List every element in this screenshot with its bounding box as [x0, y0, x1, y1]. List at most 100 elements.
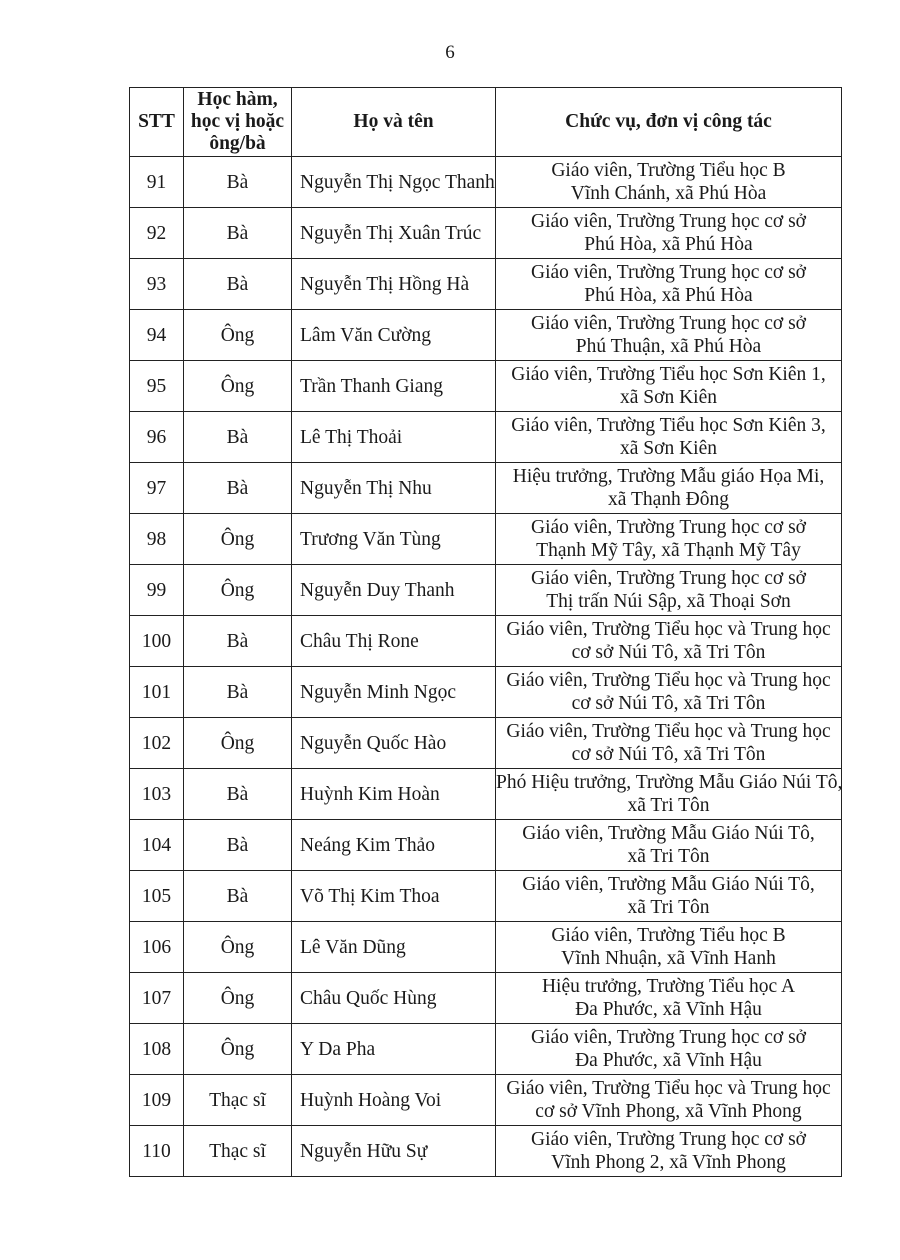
position-line-1: Giáo viên, Trường Tiểu học Sơn Kiên 3,: [511, 415, 826, 436]
position-line-1: Giáo viên, Trường Tiểu học và Trung học: [506, 1078, 831, 1099]
position-line-2: xã Sơn Kiên: [620, 438, 717, 459]
position-line-2: Thạnh Mỹ Tây, xã Thạnh Mỹ Tây: [536, 540, 801, 561]
table-row: 95 Ông Trần Thanh Giang Giáo viên, Trường T…: [129, 360, 842, 412]
cell-name: Nguyễn Hữu Sự: [291, 1125, 496, 1177]
cell-title: Bà: [183, 258, 292, 310]
position-line-1: Giáo viên, Trường Trung học cơ sở: [531, 517, 806, 538]
position-line-2: cơ sở Vĩnh Phong, xã Vĩnh Phong: [535, 1101, 802, 1122]
table-row: 91 Bà Nguyễn Thị Ngọc Thanh Giáo viên, Trườ…: [129, 156, 842, 208]
cell-position: Giáo viên, Trường Mẫu Giáo Núi Tô, xã Tri…: [495, 819, 842, 871]
cell-title: Bà: [183, 615, 292, 667]
cell-title: Ông: [183, 309, 292, 361]
cell-title: Bà: [183, 666, 292, 718]
position-line-2: Phú Thuận, xã Phú Hòa: [575, 336, 762, 357]
table-row: 98 Ông Trương Văn Tùng Giáo viên, Trường Tr…: [129, 513, 842, 565]
cell-title: Bà: [183, 819, 292, 871]
cell-stt: 91: [129, 156, 184, 208]
cell-stt: 103: [129, 768, 184, 820]
cell-name: Neáng Kim Thảo: [291, 819, 496, 871]
cell-name: Nguyễn Thị Hồng Hà: [291, 258, 496, 310]
table-row: 105 Bà Võ Thị Kim Thoa Giáo viên, Trường Mẫ…: [129, 870, 842, 922]
position-line-2: Đa Phước, xã Vĩnh Hậu: [575, 1050, 762, 1071]
cell-stt: 107: [129, 972, 184, 1024]
position-line-1: Giáo viên, Trường Trung học cơ sở: [531, 262, 806, 283]
cell-title: Ông: [183, 360, 292, 412]
cell-stt: 92: [129, 207, 184, 259]
position-line-2: xã Tri Tôn: [627, 846, 710, 867]
cell-stt: 94: [129, 309, 184, 361]
table-row: 110 Thạc sĩ Nguyễn Hữu Sự Giáo viên, Trường…: [129, 1125, 842, 1177]
position-line-1: Hiệu trưởng, Trường Tiểu học A: [541, 976, 796, 997]
cell-name: Châu Thị Rone: [291, 615, 496, 667]
cell-name: Nguyễn Duy Thanh: [291, 564, 496, 616]
cell-stt: 106: [129, 921, 184, 973]
position-line-2: Đa Phước, xã Vĩnh Hậu: [575, 999, 762, 1020]
table-row: 100 Bà Châu Thị Rone Giáo viên, Trường Tiểu…: [129, 615, 842, 667]
table-header-row: STT Học hàm, học vị hoặc ông/bà Họ và tê…: [129, 87, 842, 157]
cell-name: Nguyễn Thị Ngọc Thanh: [291, 156, 496, 208]
cell-stt: 104: [129, 819, 184, 871]
cell-name: Trương Văn Tùng: [291, 513, 496, 565]
cell-title: Bà: [183, 462, 292, 514]
cell-title: Ông: [183, 921, 292, 973]
cell-position: Giáo viên, Trường Tiểu học B Vĩnh Chánh, …: [495, 156, 842, 208]
cell-name: Nguyễn Minh Ngọc: [291, 666, 496, 718]
header-name: Họ và tên: [291, 87, 496, 157]
table-row: 108 Ông Y Da Pha Giáo viên, Trường Trung họ…: [129, 1023, 842, 1075]
cell-position: Phó Hiệu trưởng, Trường Mẫu Giáo Núi Tô,…: [495, 768, 842, 820]
position-line-2: Phú Hòa, xã Phú Hòa: [584, 234, 753, 255]
cell-title: Ông: [183, 972, 292, 1024]
position-line-2: cơ sở Núi Tô, xã Tri Tôn: [571, 744, 766, 765]
table-row: 109 Thạc sĩ Huỳnh Hoàng Voi Giáo viên, Trườ…: [129, 1074, 842, 1126]
cell-position: Hiệu trưởng, Trường Tiểu học A Đa Phước, …: [495, 972, 842, 1024]
position-line-1: Giáo viên, Trường Trung học cơ sở: [531, 1027, 806, 1048]
cell-stt: 109: [129, 1074, 184, 1126]
position-line-2: cơ sở Núi Tô, xã Tri Tôn: [571, 642, 766, 663]
cell-name: Huỳnh Kim Hoàn: [291, 768, 496, 820]
cell-name: Lê Văn Dũng: [291, 921, 496, 973]
cell-position: Giáo viên, Trường Tiểu học và Trung học c…: [495, 615, 842, 667]
table-row: 107 Ông Châu Quốc Hùng Hiệu trưởng, Trường …: [129, 972, 842, 1024]
position-line-2: xã Tri Tôn: [627, 795, 710, 816]
table-row: 96 Bà Lê Thị Thoải Giáo viên, Trường Tiểu h…: [129, 411, 842, 463]
position-line-2: xã Sơn Kiên: [620, 387, 717, 408]
cell-title: Thạc sĩ: [183, 1074, 292, 1126]
cell-stt: 99: [129, 564, 184, 616]
personnel-table: STT Học hàm, học vị hoặc ông/bà Họ và tê…: [129, 87, 842, 1177]
cell-title: Thạc sĩ: [183, 1125, 292, 1177]
position-line-1: Giáo viên, Trường Tiểu học và Trung học: [506, 721, 831, 742]
cell-name: Châu Quốc Hùng: [291, 972, 496, 1024]
position-line-1: Giáo viên, Trường Trung học cơ sở: [531, 568, 806, 589]
cell-position: Giáo viên, Trường Trung học cơ sở Phú Thu…: [495, 309, 842, 361]
table-row: 103 Bà Huỳnh Kim Hoàn Phó Hiệu trưởng, Trườ…: [129, 768, 842, 820]
table-row: 104 Bà Neáng Kim Thảo Giáo viên, Trường Mẫu…: [129, 819, 842, 871]
cell-stt: 102: [129, 717, 184, 769]
header-position: Chức vụ, đơn vị công tác: [495, 87, 842, 157]
cell-title: Ông: [183, 564, 292, 616]
cell-stt: 110: [129, 1125, 184, 1177]
cell-position: Giáo viên, Trường Trung học cơ sở Đa Phướ…: [495, 1023, 842, 1075]
header-title: Học hàm, học vị hoặc ông/bà: [183, 87, 292, 157]
cell-stt: 101: [129, 666, 184, 718]
position-line-1: Giáo viên, Trường Tiểu học và Trung học: [506, 619, 831, 640]
cell-stt: 98: [129, 513, 184, 565]
cell-name: Nguyễn Thị Nhu: [291, 462, 496, 514]
table-row: 94 Ông Lâm Văn Cường Giáo viên, Trường Trun…: [129, 309, 842, 361]
cell-position: Giáo viên, Trường Trung học cơ sở Thạnh M…: [495, 513, 842, 565]
cell-name: Nguyễn Thị Xuân Trúc: [291, 207, 496, 259]
cell-position: Hiệu trưởng, Trường Mẫu giáo Họa Mi, xã T…: [495, 462, 842, 514]
cell-stt: 93: [129, 258, 184, 310]
cell-position: Giáo viên, Trường Tiểu học và Trung học c…: [495, 717, 842, 769]
cell-stt: 105: [129, 870, 184, 922]
cell-stt: 95: [129, 360, 184, 412]
position-line-1: Hiệu trưởng, Trường Mẫu giáo Họa Mi,: [512, 466, 825, 487]
cell-position: Giáo viên, Trường Mẫu Giáo Núi Tô, xã Tri…: [495, 870, 842, 922]
cell-title: Bà: [183, 411, 292, 463]
cell-position: Giáo viên, Trường Trung học cơ sở Phú Hòa…: [495, 258, 842, 310]
position-line-1: Giáo viên, Trường Trung học cơ sở: [531, 1129, 806, 1150]
table-row: 92 Bà Nguyễn Thị Xuân Trúc Giáo viên, Trườn…: [129, 207, 842, 259]
cell-name: Nguyễn Quốc Hào: [291, 717, 496, 769]
page-number: 6: [445, 42, 455, 63]
table-row: 102 Ông Nguyễn Quốc Hào Giáo viên, Trường T…: [129, 717, 842, 769]
table-row: 97 Bà Nguyễn Thị Nhu Hiệu trưởng, Trường Mẫ…: [129, 462, 842, 514]
